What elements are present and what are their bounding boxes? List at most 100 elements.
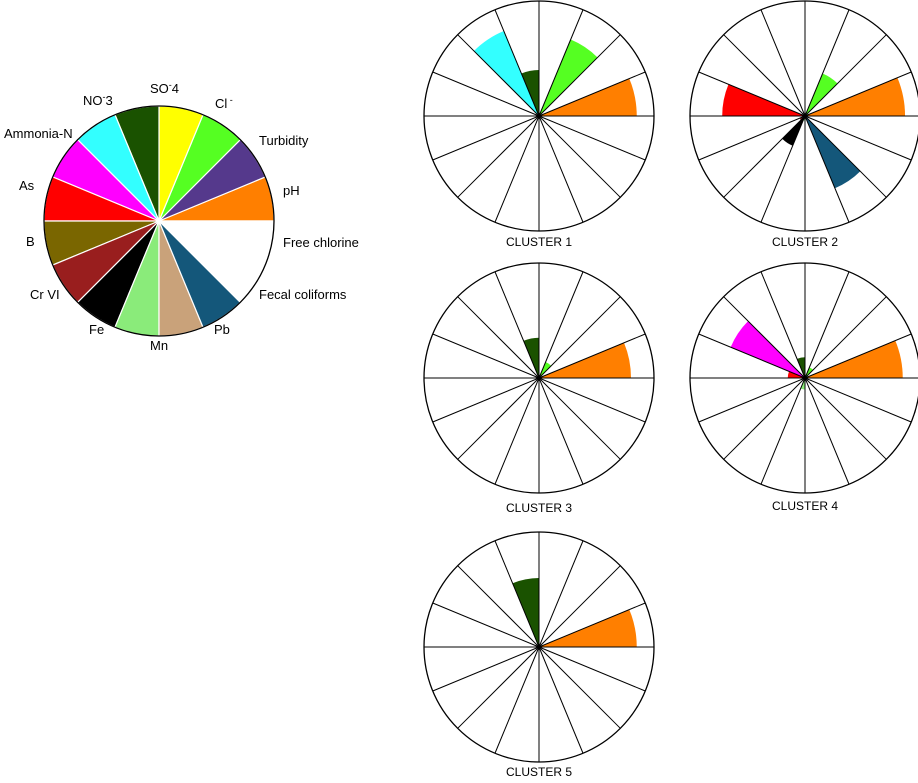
legend-label-fecal-coliforms: Fecal coliforms [259,287,347,302]
cluster-4-spoke [804,296,887,379]
cluster-5-spoke [538,646,646,692]
cluster-1-spoke [538,9,584,117]
legend-label-mn: Mn [150,338,168,353]
cluster-2-spoke [723,115,806,198]
cluster-1-bar-ph [539,78,637,116]
cluster-2-spoke [760,115,806,223]
cluster-3-bar-ph [539,342,631,378]
cluster-2-spoke [698,71,806,117]
legend-label-b: B [26,234,35,249]
cluster-1-title: CLUSTER 1 [506,235,572,249]
cluster-4-outline [689,262,918,494]
cluster-4-spoke [804,333,912,379]
cluster-3-spoke [538,296,621,379]
cluster-1-spoke [538,71,646,117]
cluster-1-spoke [538,115,584,223]
cluster-1-spoke [457,115,540,198]
cluster-5-spoke [538,646,584,754]
cluster-3-spoke [538,377,584,485]
cluster-5-spoke [494,540,540,648]
cluster-3-bar-cl [539,362,552,378]
cluster-2-spoke [760,9,806,117]
cluster-1-spoke [432,115,540,161]
cluster-2-spoke [804,71,912,117]
cluster-1-spoke [538,115,621,198]
cluster-2-spoke [804,115,850,223]
cluster-2-bar-cl [805,73,838,116]
cluster-3-spoke [457,296,540,379]
cluster-4-spoke [804,377,912,423]
cluster-5-bar-ph [539,609,637,647]
cluster-1-spoke [457,34,540,117]
legend-label-no: NO-3 [83,92,113,108]
cluster-2-spoke [698,115,806,161]
cluster-3-outline [423,262,655,494]
cluster-3-spoke [538,333,646,379]
cluster-4-spoke [804,377,887,460]
cluster-1-bar-cl [539,39,598,116]
cluster-5-spoke [538,565,621,648]
cluster-2-bar-free-chlorine [805,116,861,189]
cluster-4-spoke [804,377,850,485]
cluster-3-spoke [494,377,540,485]
legend-rose-chart: pH Turbidity Cl - SO-4 NO-3 Ammonia-N As B Cr VI… [4,80,359,353]
cluster-chart-2: CLUSTER 2 [689,0,918,249]
legend-label-ammonia-n: Ammonia-N [4,126,73,141]
cluster-2-spoke [804,9,850,117]
cluster-chart-4: CLUSTER 4 [689,262,918,513]
cluster-3-spoke [494,271,540,379]
legend-label-cr-vi: Cr VI [30,287,60,302]
cluster-chart-3: CLUSTER 3 [423,262,655,515]
cluster-4-bar-ph [805,340,903,378]
cluster-2-bar-mn [782,116,805,146]
cluster-5-spoke [432,646,540,692]
cluster-3-spoke [432,333,540,379]
legend-label-as: As [19,178,35,193]
cluster-4-title: CLUSTER 4 [772,499,838,513]
legend-label-ph: pH [283,183,300,198]
cluster-4-spoke [804,271,850,379]
cluster-4-spoke [723,296,806,379]
cluster-2-bar-ph [805,77,906,116]
legend-label-fe: Fe [89,322,104,337]
cluster-4-spoke [698,333,806,379]
cluster-3-spoke [457,377,540,460]
legend-outline [43,105,275,337]
cluster-3-spoke [432,377,540,423]
cluster-5-spoke [538,646,621,729]
cluster-1-bar-ammonia-n [473,31,539,116]
cluster-5-spoke [457,565,540,648]
cluster-5-spoke [432,602,540,648]
cluster-2-spoke [804,115,887,198]
cluster-2-spoke [804,115,912,161]
cluster-4-bar-as [730,321,805,378]
cluster-4-spoke [698,377,806,423]
cluster-2-title: CLUSTER 2 [772,235,838,249]
cluster-4-spoke [760,271,806,379]
legend-label-pb: Pb [214,322,230,337]
cluster-1-outline [423,0,655,232]
cluster-5-spoke [538,602,646,648]
cluster-2-spoke [723,34,806,117]
cluster-5-spoke [494,646,540,754]
cluster-3-spoke [538,377,646,423]
cluster-5-title: CLUSTER 5 [506,765,572,779]
cluster-3-spoke [538,271,584,379]
cluster-1-spoke [538,34,621,117]
cluster-5-spoke [538,540,584,648]
cluster-5-bar-no [512,578,539,647]
cluster-3-spoke [538,377,621,460]
cluster-2-spoke [804,34,887,117]
cluster-5-outline [423,531,655,763]
cluster-1-spoke [494,9,540,117]
cluster-1-spoke [494,115,540,223]
cluster-chart-5: CLUSTER 5 [423,531,655,779]
cluster-2-bar-b [722,84,805,116]
legend-label-so: SO-4 [150,80,179,96]
cluster-chart-1: CLUSTER 1 [423,0,655,249]
cluster-1-spoke [538,115,646,161]
cluster-5-spoke [457,646,540,729]
cluster-4-spoke [723,377,806,460]
cluster-4-spoke [760,377,806,485]
